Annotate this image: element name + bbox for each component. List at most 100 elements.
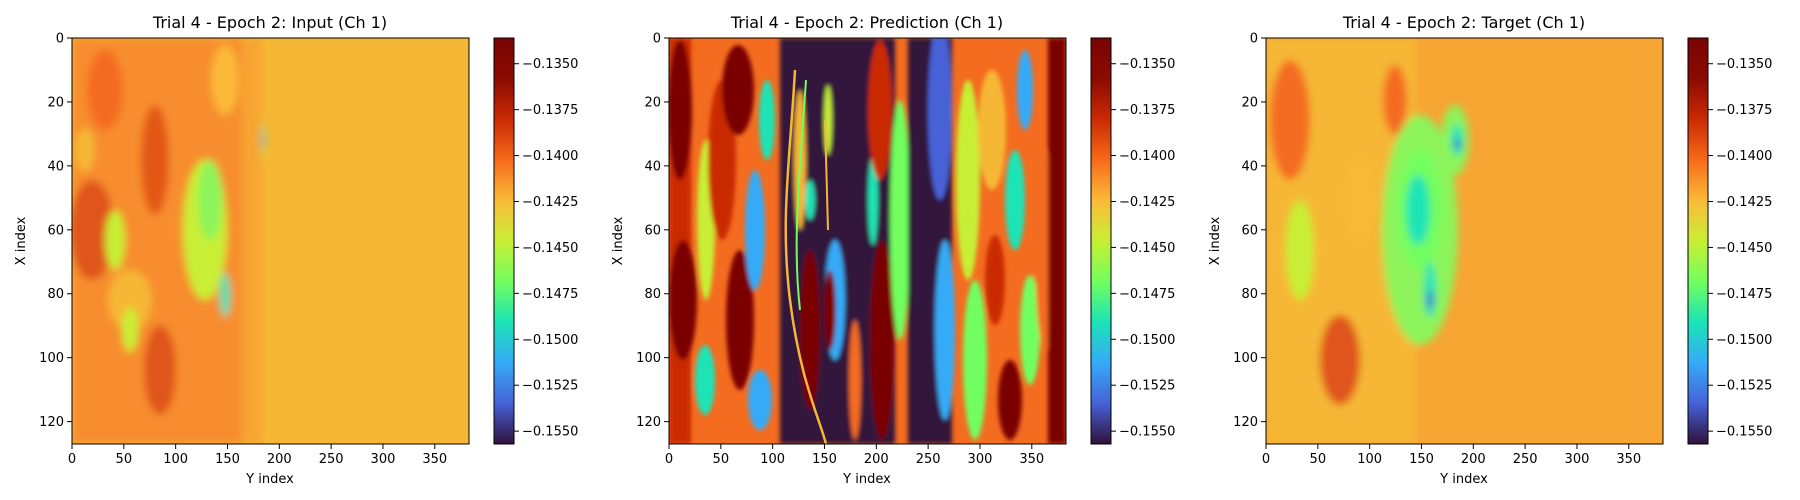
x-tick-label: 350 — [1616, 452, 1641, 467]
y-axis: 0 20 40 60 80 100 120 — [1233, 32, 1266, 430]
x-tick-label: 300 — [371, 452, 396, 467]
heatmap-image — [72, 38, 469, 444]
colorbar-ticks: −0.1350 −0.1375 −0.1400 −0.1425 −0.1450 −0.14… — [1708, 57, 1772, 440]
x-tick-label: 100 — [760, 452, 785, 467]
colorbar-tick-label: −0.1375 — [1119, 103, 1175, 118]
y-tick-label: 40 — [47, 159, 64, 174]
colorbar-tick-label: −0.1450 — [522, 241, 578, 256]
y-tick-label: 100 — [39, 351, 64, 366]
colorbar-tick-label: −0.1550 — [1119, 425, 1175, 440]
panel-prediction: Trial 4 - Epoch 2: Prediction (Ch 1) — [611, 13, 1175, 487]
x-tick-label: 50 — [713, 452, 730, 467]
x-tick-label: 200 — [1461, 452, 1486, 467]
chart-title: Trial 4 - Epoch 2: Input (Ch 1) — [152, 13, 387, 32]
x-tick-label: 50 — [1310, 452, 1327, 467]
colorbar-tick-label: −0.1425 — [1716, 195, 1772, 210]
y-tick-label: 40 — [644, 159, 661, 174]
y-tick-label: 120 — [636, 415, 661, 430]
colorbar-ticks: −0.1350 −0.1375 −0.1400 −0.1425 −0.1450 −0.14… — [514, 57, 578, 440]
colorbar-tick-label: −0.1350 — [522, 57, 578, 72]
y-tick-label: 120 — [39, 415, 64, 430]
x-tick-label: 300 — [1565, 452, 1590, 467]
colorbar-ticks: −0.1350 −0.1375 −0.1400 −0.1425 −0.1450 −0.14… — [1111, 57, 1175, 440]
y-tick-label: 80 — [1241, 287, 1258, 302]
x-tick-label: 0 — [1262, 452, 1270, 467]
colorbar — [493, 37, 515, 445]
x-tick-label: 50 — [116, 452, 133, 467]
plot-frame — [668, 37, 1067, 445]
x-tick-label: 250 — [916, 452, 941, 467]
plot-frame — [71, 37, 470, 445]
x-tick-label: 150 — [215, 452, 240, 467]
colorbar-tick-label: −0.1475 — [1119, 287, 1175, 302]
y-tick-label: 0 — [653, 32, 661, 47]
colorbar-tick-label: −0.1400 — [1119, 149, 1175, 164]
x-tick-label: 100 — [1357, 452, 1382, 467]
colorbar-tick-label: −0.1350 — [1716, 57, 1772, 72]
y-tick-label: 20 — [1241, 95, 1258, 110]
x-tick-label: 350 — [422, 452, 447, 467]
colorbar-tick-label: −0.1525 — [522, 379, 578, 394]
x-tick-label: 250 — [319, 452, 344, 467]
colorbar-tick-label: −0.1450 — [1119, 241, 1175, 256]
colorbar-tick-label: −0.1475 — [1716, 287, 1772, 302]
x-axis: 0 50 100 150 200 250 300 350 — [1262, 444, 1641, 467]
y-tick-label: 100 — [636, 351, 661, 366]
colorbar-tick-label: −0.1475 — [522, 287, 578, 302]
colorbar-tick-label: −0.1425 — [1119, 195, 1175, 210]
y-axis: 0 20 40 60 80 100 120 — [39, 32, 72, 430]
x-tick-label: 200 — [864, 452, 889, 467]
colorbar-tick-label: −0.1400 — [1716, 149, 1772, 164]
y-tick-label: 80 — [47, 287, 64, 302]
y-tick-label: 100 — [1233, 351, 1258, 366]
y-tick-label: 0 — [56, 32, 64, 47]
y-tick-label: 60 — [47, 223, 64, 238]
y-tick-label: 20 — [47, 95, 64, 110]
x-tick-label: 100 — [163, 452, 188, 467]
y-axis-label: X index — [611, 216, 626, 265]
y-axis-label: X index — [14, 216, 29, 265]
x-axis: 0 50 100 150 200 250 300 350 — [665, 444, 1044, 467]
y-axis: 0 20 40 60 80 100 120 — [636, 32, 669, 430]
x-tick-label: 300 — [968, 452, 993, 467]
y-tick-label: 60 — [1241, 223, 1258, 238]
panel-input: Trial 4 - Epoch 2: Input (Ch 1) — [14, 13, 578, 487]
y-tick-label: 0 — [1250, 32, 1258, 47]
colorbar-tick-label: −0.1525 — [1716, 379, 1772, 394]
colorbar — [1090, 37, 1112, 445]
heatmap-image — [669, 38, 1066, 444]
y-tick-label: 80 — [644, 287, 661, 302]
colorbar-tick-label: −0.1525 — [1119, 379, 1175, 394]
colorbar-tick-label: −0.1350 — [1119, 57, 1175, 72]
chart-title: Trial 4 - Epoch 2: Target (Ch 1) — [1342, 13, 1585, 32]
colorbar-tick-label: −0.1425 — [522, 195, 578, 210]
y-tick-label: 60 — [644, 223, 661, 238]
panel-target: Trial 4 - Epoch 2: Target (Ch 1) 0 — [1208, 13, 1772, 487]
x-tick-label: 250 — [1513, 452, 1538, 467]
colorbar — [1687, 37, 1709, 445]
colorbar-tick-label: −0.1375 — [522, 103, 578, 118]
x-tick-label: 150 — [812, 452, 837, 467]
y-tick-label: 20 — [644, 95, 661, 110]
x-tick-label: 350 — [1019, 452, 1044, 467]
colorbar-tick-label: −0.1500 — [1716, 333, 1772, 348]
x-axis-label: Y index — [1439, 472, 1488, 487]
y-tick-label: 40 — [1241, 159, 1258, 174]
x-axis: 0 50 100 150 200 250 300 350 — [68, 444, 447, 467]
chart-title: Trial 4 - Epoch 2: Prediction (Ch 1) — [730, 13, 1003, 32]
x-tick-label: 0 — [68, 452, 76, 467]
colorbar-tick-label: −0.1500 — [1119, 333, 1175, 348]
y-axis-label: X index — [1208, 216, 1223, 265]
colorbar-tick-label: −0.1550 — [1716, 425, 1772, 440]
x-axis-label: Y index — [245, 472, 294, 487]
x-tick-label: 200 — [267, 452, 292, 467]
heatmap-image — [1266, 38, 1663, 444]
plot-frame — [1265, 37, 1664, 445]
y-tick-label: 120 — [1233, 415, 1258, 430]
colorbar-tick-label: −0.1450 — [1716, 241, 1772, 256]
colorbar-tick-label: −0.1375 — [1716, 103, 1772, 118]
x-tick-label: 150 — [1409, 452, 1434, 467]
colorbar-tick-label: −0.1550 — [522, 425, 578, 440]
colorbar-tick-label: −0.1400 — [522, 149, 578, 164]
